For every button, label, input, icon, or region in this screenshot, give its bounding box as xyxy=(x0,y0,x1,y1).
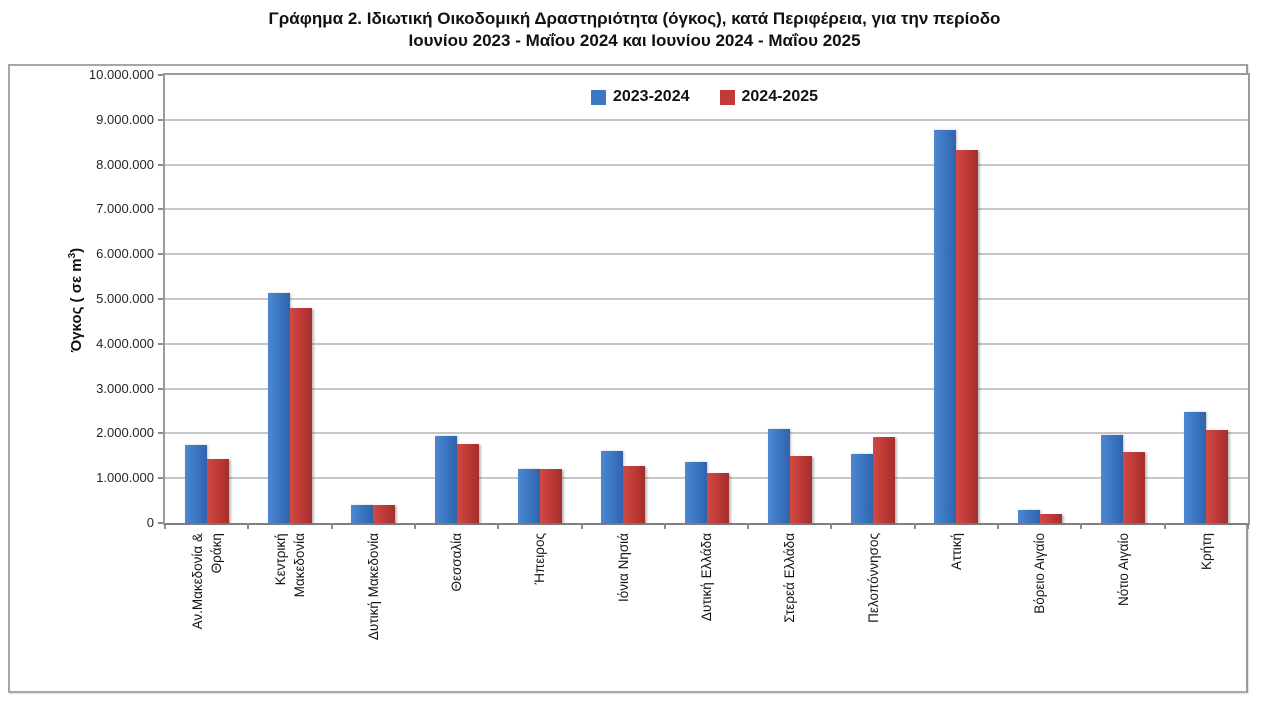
bar-2024-2025 xyxy=(540,469,562,523)
chart-title-line2: Ιουνίου 2023 - Μαΐου 2024 και Ιουνίου 20… xyxy=(408,31,861,50)
bar-2023-2024 xyxy=(685,462,707,523)
bar-2023-2024 xyxy=(851,454,873,523)
x-category-label: Πελοπόννησος xyxy=(866,533,881,623)
x-category-label: Νότιο Αιγαίο xyxy=(1116,533,1131,606)
legend-item: 2023-2024 xyxy=(590,88,690,106)
x-axis-tick xyxy=(747,523,749,529)
gridline xyxy=(165,387,1248,390)
x-axis-tick xyxy=(914,523,916,529)
chart-frame: Όγκος ( σε m3) 10.000.000 9.000.000 8.000.… xyxy=(8,64,1250,693)
y-axis-tick xyxy=(158,253,163,256)
x-category-label: Αν.Μακεδονία & Θράκη xyxy=(190,533,224,630)
x-axis-tick xyxy=(497,523,499,529)
y-tick-label: 7.000.000 xyxy=(96,201,154,217)
bar-2024-2025 xyxy=(457,444,479,523)
y-axis-tick xyxy=(158,118,163,121)
y-axis-tick xyxy=(158,342,163,345)
y-tick-label: 1.000.000 xyxy=(96,470,154,486)
x-category-label: Βόρειο Αιγαίο xyxy=(1032,533,1047,614)
bar-2024-2025 xyxy=(1123,452,1145,523)
legend: 2023-2024 2024-2025 xyxy=(163,88,1246,106)
x-axis-tick xyxy=(830,523,832,529)
y-tick-label: 9.000.000 xyxy=(96,111,154,127)
y-tick-label: 6.000.000 xyxy=(96,246,154,262)
gridline xyxy=(165,342,1248,345)
y-axis-tick xyxy=(158,298,163,300)
bar-2023-2024 xyxy=(1184,412,1206,523)
y-tick-label: 5.000.000 xyxy=(96,291,154,306)
y-axis-tick xyxy=(158,387,163,390)
gridline xyxy=(165,118,1248,121)
chart-title: Γράφημα 2. Ιδιωτική Οικοδομική Δραστηριό… xyxy=(0,8,1269,52)
x-axis-tick xyxy=(664,523,666,529)
y-axis-tick xyxy=(158,163,163,166)
chart-title-line1: Γράφημα 2. Ιδιωτική Οικοδομική Δραστηριό… xyxy=(268,9,1001,28)
y-tick-label: 3.000.000 xyxy=(96,380,154,396)
y-axis-tick xyxy=(158,74,163,76)
legend-label: 2024-2025 xyxy=(741,88,819,105)
y-axis-tick xyxy=(158,432,163,435)
y-tick-label: 10.000.000 xyxy=(88,67,154,82)
y-tick-label: 8.000.000 xyxy=(96,156,154,172)
x-axis-tick xyxy=(414,523,416,529)
bar-2023-2024 xyxy=(518,469,540,523)
x-category-label: Θεσσαλία xyxy=(449,533,464,592)
legend-swatch-icon xyxy=(590,89,606,105)
x-category-label: Κρήτη xyxy=(1199,533,1214,571)
plot-area xyxy=(163,73,1250,525)
x-category-label: Κεντρική Μακεδονία xyxy=(273,533,307,598)
bar-2023-2024 xyxy=(601,451,623,523)
bar-2023-2024 xyxy=(1101,435,1123,523)
gridline xyxy=(165,253,1248,256)
y-axis-tick xyxy=(158,522,163,524)
bar-2024-2025 xyxy=(1040,514,1062,523)
x-category-label: Δυτική Μακεδονία xyxy=(366,533,381,641)
bar-2024-2025 xyxy=(623,466,645,523)
gridline xyxy=(165,432,1248,435)
bar-2024-2025 xyxy=(707,473,729,523)
x-axis-tick xyxy=(331,523,333,529)
bar-2023-2024 xyxy=(435,436,457,523)
x-category-label: Δυτική Ελλάδα xyxy=(699,533,714,622)
bar-2024-2025 xyxy=(790,456,812,523)
x-category-label: Ήπειρος xyxy=(532,533,547,585)
bar-2023-2024 xyxy=(1018,510,1040,523)
x-category-label: Στερεά Ελλάδα xyxy=(782,533,797,623)
legend-item: 2024-2025 xyxy=(719,88,819,106)
bar-2024-2025 xyxy=(290,308,312,523)
x-axis-tick xyxy=(1247,523,1249,529)
bar-2024-2025 xyxy=(373,505,395,523)
y-tick-label: 4.000.000 xyxy=(96,335,154,351)
legend-label: 2023-2024 xyxy=(612,88,690,105)
gridline xyxy=(165,163,1248,166)
bar-2024-2025 xyxy=(956,150,978,523)
bar-2023-2024 xyxy=(768,429,790,523)
y-tick-label: 2.000.000 xyxy=(96,425,154,441)
bar-2023-2024 xyxy=(185,445,207,523)
gridline xyxy=(165,298,1248,300)
bar-2024-2025 xyxy=(1206,430,1228,523)
bar-2023-2024 xyxy=(268,293,290,523)
gridline xyxy=(165,208,1248,211)
x-axis-tick xyxy=(247,523,249,529)
y-axis-tick xyxy=(158,208,163,211)
bar-2024-2025 xyxy=(873,437,895,523)
y-axis-tick xyxy=(158,477,163,480)
bar-2024-2025 xyxy=(207,459,229,523)
legend-swatch-icon xyxy=(719,89,735,105)
x-axis-tick xyxy=(1080,523,1082,529)
x-axis-tick xyxy=(1164,523,1166,529)
x-category-label: Αττική xyxy=(949,533,964,570)
bar-2023-2024 xyxy=(934,130,956,523)
x-axis-tick xyxy=(581,523,583,529)
x-axis-tick xyxy=(997,523,999,529)
y-tick-label: 0 xyxy=(146,515,154,530)
x-axis-tick xyxy=(164,523,166,529)
bar-2023-2024 xyxy=(351,505,373,523)
x-category-label: Ιόνια Νησιά xyxy=(616,533,631,602)
